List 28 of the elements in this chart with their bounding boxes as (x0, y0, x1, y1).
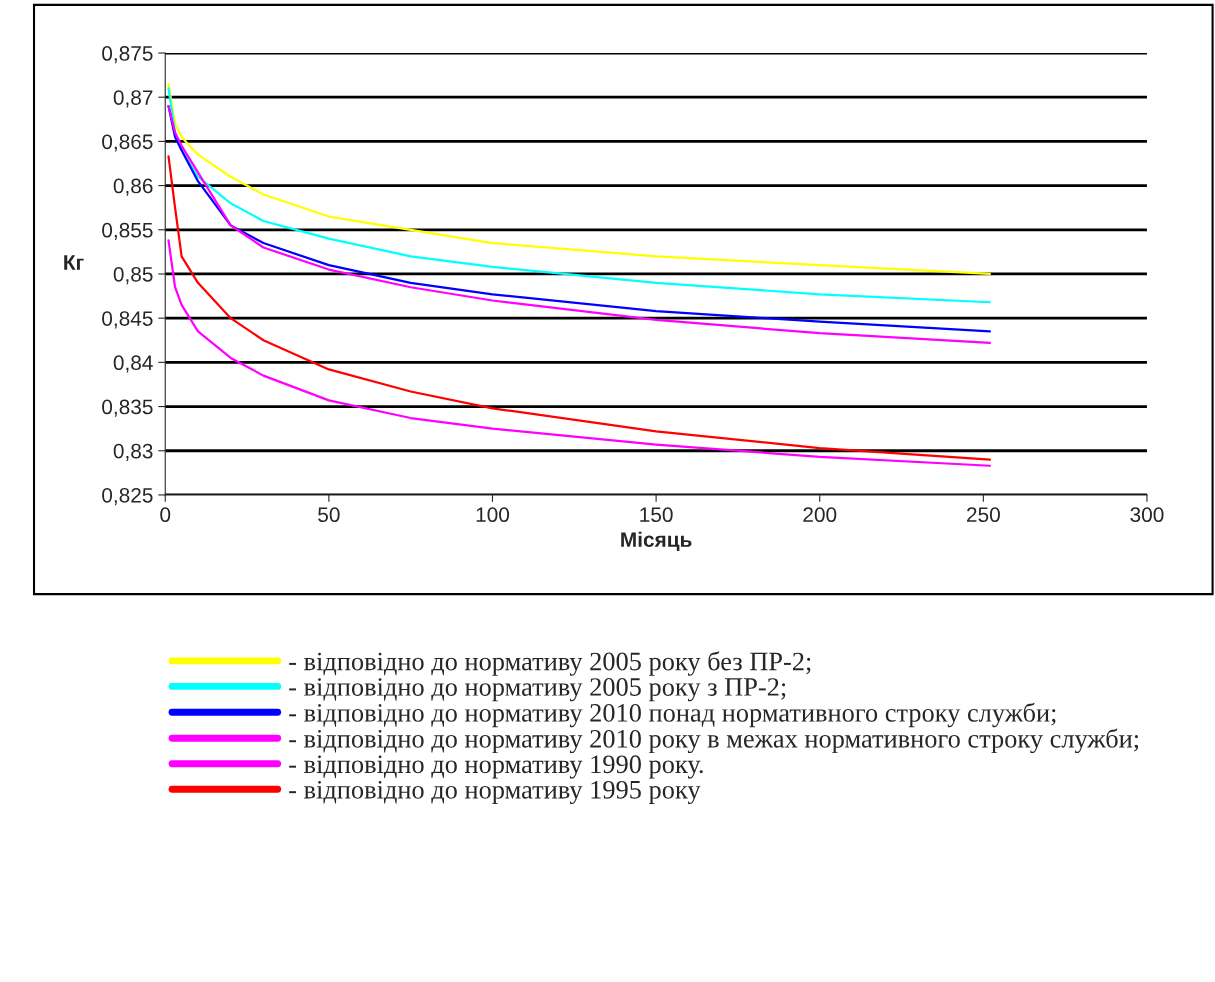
y-tick-label: 0,855 (102, 222, 153, 240)
line-series (167, 155, 991, 461)
x-tick-label: 50 (318, 507, 340, 523)
y-tick-label: 0,84 (113, 355, 153, 373)
y-tick-label: 0,87 (113, 90, 153, 108)
x-tick-label: 0 (160, 507, 171, 523)
y-tick-label: 0,825 (102, 487, 153, 506)
x-tick-label: 200 (803, 507, 837, 523)
legend-label: - відповідно до нормативу 1990 року. (289, 755, 703, 779)
legend-label: - відповідно до нормативу 1995 року (289, 780, 701, 805)
y-tick-label: 0,835 (102, 399, 153, 417)
x-tick-label: 300 (1130, 507, 1164, 523)
y-tick-label: 0,875 (102, 46, 153, 64)
y-tick-label: 0,845 (102, 311, 153, 329)
y-tick-label: 0,83 (113, 443, 153, 461)
y-axis-title: Кг (64, 255, 84, 270)
x-tick-label: 100 (476, 507, 510, 523)
y-tick-label: 0,86 (113, 178, 153, 196)
x-tick-label: 150 (640, 507, 673, 523)
y-tick-label: 0,85 (113, 266, 153, 285)
x-axis-title: Місяць (621, 531, 692, 551)
legend-label: - відповідно до нормативу 2005 року без ПР-2; (289, 651, 811, 676)
legend-label: - відповідно до нормативу 2005 року з ПР-2; (289, 678, 786, 702)
legend-label: - відповідно до нормативу 2010 понад нормативного строку служби; (289, 702, 1056, 728)
x-tick-label: 250 (967, 507, 1000, 523)
legend-label: - відповідно до нормативу 2010 року в межах нормативного строку служби; (289, 728, 1139, 754)
y-tick-label: 0,865 (102, 134, 153, 152)
line-series (167, 239, 991, 467)
